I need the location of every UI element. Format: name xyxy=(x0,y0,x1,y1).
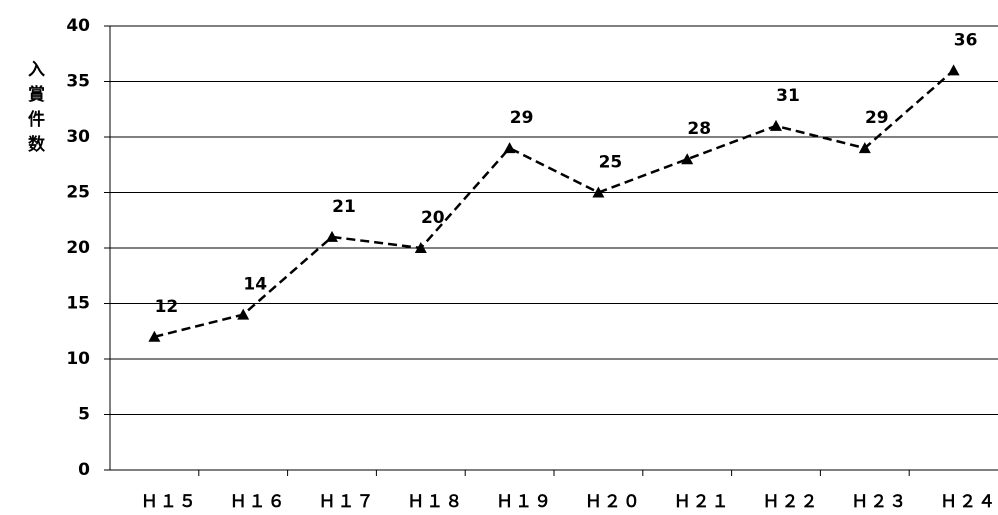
y-axis-label: 入賞件数 xyxy=(24,60,45,160)
data-label: 21 xyxy=(332,197,356,217)
x-tick-label: Ｈ１５ xyxy=(141,492,198,512)
x-tick-label: Ｈ１８ xyxy=(407,492,464,512)
x-tick-label: Ｈ２２ xyxy=(763,492,820,512)
y-tick-label: 30 xyxy=(66,127,90,147)
data-label: 29 xyxy=(865,108,889,128)
x-tick-label: Ｈ２１ xyxy=(674,492,731,512)
marker xyxy=(681,153,694,165)
data-label: 14 xyxy=(243,275,267,295)
y-tick-label: 40 xyxy=(66,16,90,36)
marker xyxy=(947,64,960,76)
data-label: 29 xyxy=(510,108,534,128)
marker xyxy=(237,308,250,320)
data-label: 12 xyxy=(155,297,179,317)
marker xyxy=(414,242,427,253)
marker xyxy=(148,330,161,342)
data-label: 25 xyxy=(599,153,623,173)
y-tick-label: 20 xyxy=(66,238,90,258)
data-label: 20 xyxy=(421,208,445,228)
line xyxy=(154,69,955,339)
y-tick-label: 25 xyxy=(66,183,90,203)
x-tick-label: Ｈ１９ xyxy=(496,492,553,512)
marker xyxy=(326,230,338,242)
data-label: 36 xyxy=(954,30,978,50)
marker xyxy=(770,119,782,131)
marker xyxy=(503,142,516,154)
y-tick-label: 10 xyxy=(66,349,90,369)
x-tick-label: Ｈ２４ xyxy=(940,492,997,512)
data-label: 28 xyxy=(687,119,711,139)
marker xyxy=(592,186,605,198)
marker xyxy=(858,142,871,154)
x-tick-label: Ｈ２３ xyxy=(851,492,908,512)
y-tick-label: 5 xyxy=(78,405,90,425)
y-tick-label: 15 xyxy=(66,294,90,314)
x-tick-label: Ｈ１７ xyxy=(319,492,376,512)
x-tick-label: Ｈ２０ xyxy=(585,492,642,512)
x-tick-label: Ｈ１６ xyxy=(230,492,287,512)
y-tick-label: 0 xyxy=(78,460,90,480)
data-label: 31 xyxy=(776,86,800,106)
y-tick-label: 35 xyxy=(66,72,90,92)
